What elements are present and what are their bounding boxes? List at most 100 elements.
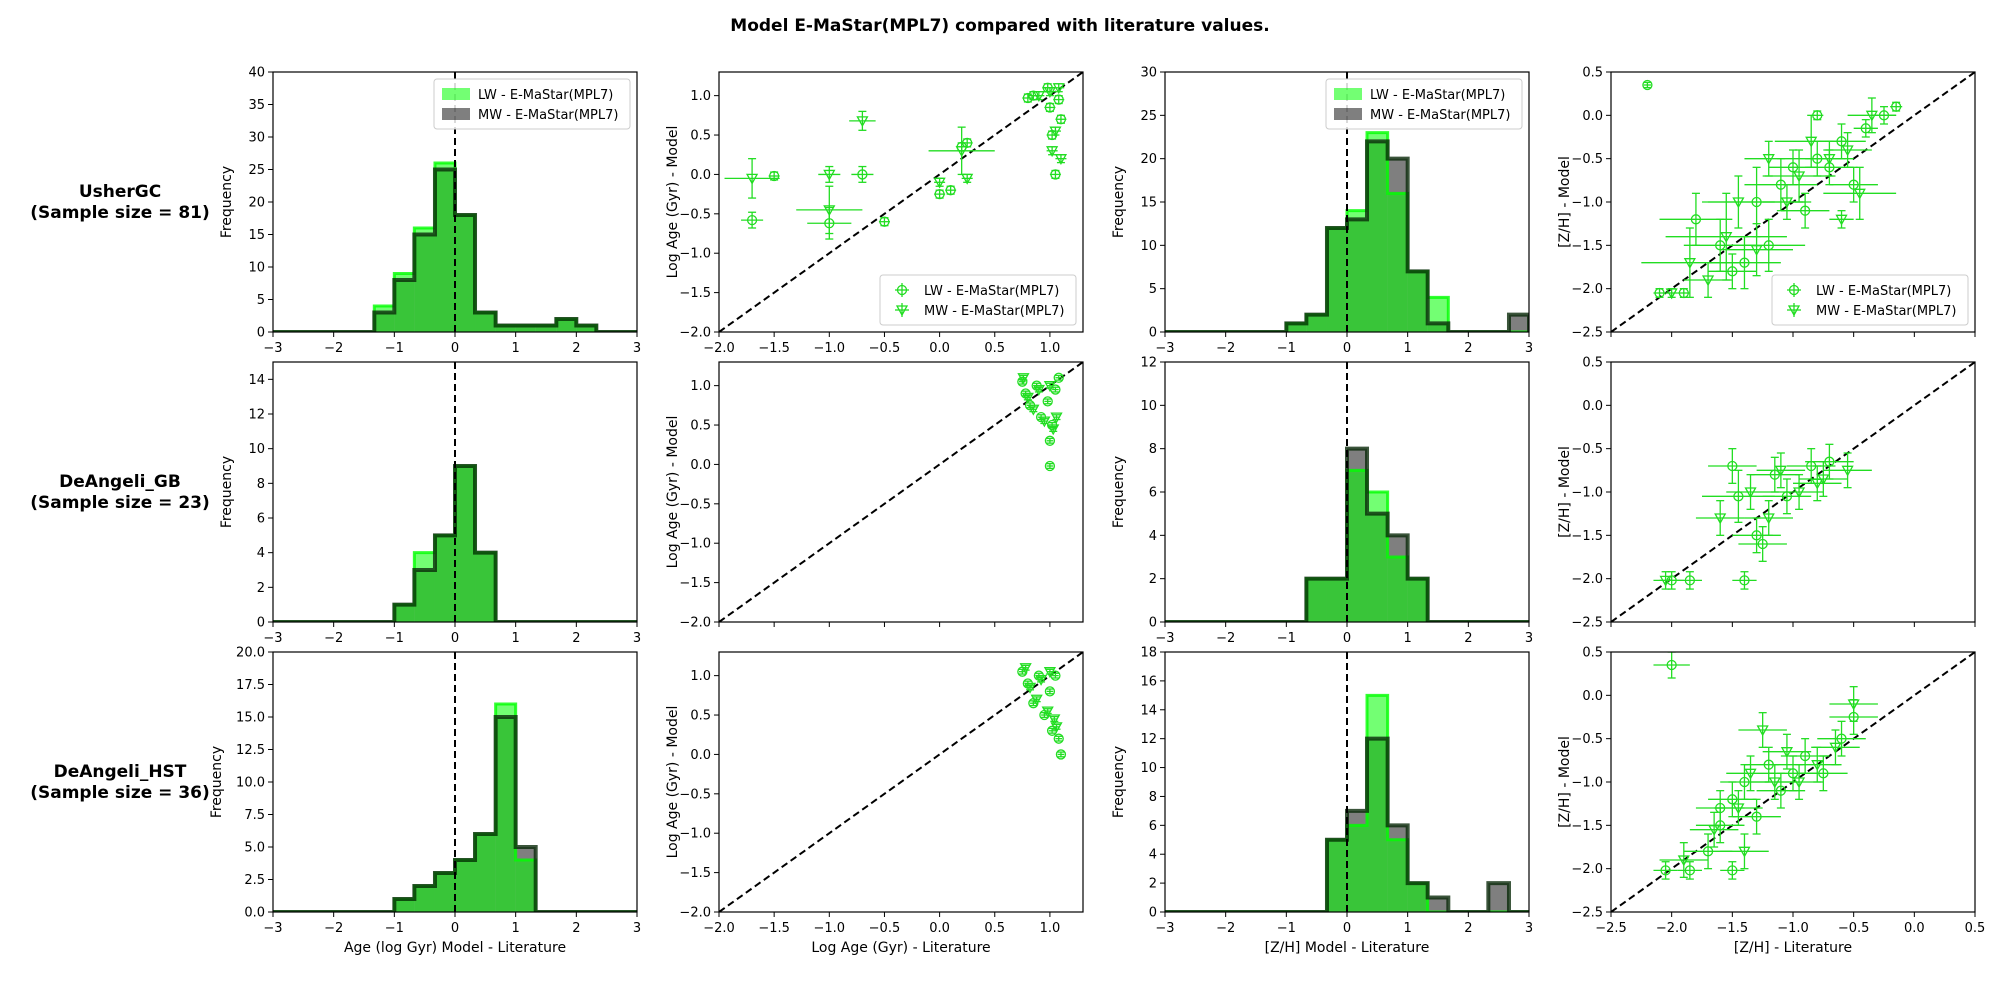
y-axis-label: Log Age (Gyr) - Model <box>665 126 681 279</box>
y-tick-label: 0.5 <box>1582 356 1603 371</box>
circle-marker <box>1044 460 1056 472</box>
y-tick-label: −2.5 <box>1571 326 1603 341</box>
circle-marker <box>1042 396 1053 407</box>
lw-point <box>851 165 874 183</box>
panel-scatter-r2c1: −2.0 −1.5 −1.0 −0.5 0.0 0.5 1.0 −2.0 −1.5 −1.0 −0.… <box>665 651 1084 956</box>
legend-lw-label: LW - E-MaStar(MPL7) <box>924 284 1059 299</box>
triangle-marker <box>1865 110 1878 122</box>
y-tick-label: −1.0 <box>1571 486 1603 501</box>
mw-outline <box>1165 139 1529 332</box>
legend: LW - E-MaStar(MPL7) MW - E-MaStar(MPL7) <box>1325 78 1523 130</box>
x-tick-label: −2 <box>324 921 343 936</box>
y-tick-label: 12 <box>1140 356 1157 371</box>
triangle-marker <box>1683 258 1696 270</box>
y-tick-label: 2 <box>1149 572 1157 587</box>
mw-outline <box>273 464 637 622</box>
x-tick-label: −1 <box>385 341 404 356</box>
triangle-marker <box>1030 694 1043 706</box>
x-tick-label: 0.5 <box>1965 921 1986 936</box>
lw-point <box>1049 169 1061 180</box>
lw-bar <box>535 325 557 332</box>
circle-marker <box>1678 287 1689 299</box>
lw-point <box>1044 686 1056 697</box>
legend-box <box>1771 274 1969 326</box>
y-tick-label: 0.0 <box>690 458 711 473</box>
y-tick-label: 1.0 <box>690 669 711 684</box>
y-tick-label: 0.0 <box>244 906 265 921</box>
circle-marker <box>1890 101 1902 112</box>
lw-bar <box>1286 323 1307 332</box>
triangle-marker <box>1041 706 1054 718</box>
lw-bar <box>475 834 496 912</box>
y-tick-label: 20.0 <box>236 646 265 661</box>
triangle-marker <box>1021 392 1034 404</box>
lw-outline <box>1165 693 1529 912</box>
triangle-marker <box>1762 154 1775 166</box>
mw-point <box>1829 686 1878 722</box>
lw-bar <box>576 325 597 332</box>
x-tick-label: 3 <box>633 341 641 356</box>
circle-marker <box>769 170 780 182</box>
x-tick-label: 0.5 <box>984 921 1005 936</box>
triangle-marker <box>1054 154 1068 166</box>
y-tick-label: 35 <box>248 98 265 113</box>
circle-marker <box>1799 205 1811 216</box>
triangle-marker <box>1756 725 1769 737</box>
circle-marker <box>1860 123 1871 134</box>
y-tick-label: 15.0 <box>236 711 265 726</box>
mw-point <box>1047 424 1060 436</box>
legend-mw-marker <box>1787 303 1801 317</box>
panel-scatter-r2c3: −2.5 −2.0 −1.5 −1.0 −0.5 0.0 0.5 −2.5 −2.0 −1.5 −1… <box>1557 646 1985 957</box>
lw-point <box>1044 460 1056 472</box>
y-tick-label: −2.0 <box>1571 282 1603 297</box>
lw-bar <box>495 704 516 912</box>
y-tick-label: −0.5 <box>1571 152 1603 167</box>
y-axis-label: Frequency <box>1111 166 1127 238</box>
x-axis-label: [Z/H] - Literature <box>1734 940 1852 956</box>
triangle-marker <box>1835 214 1848 226</box>
legend-mw-swatch <box>442 108 470 120</box>
triangle-marker <box>1823 154 1836 166</box>
triangle-marker <box>1744 768 1757 780</box>
lw-point <box>741 211 764 229</box>
y-tick-label: −1.0 <box>679 537 711 552</box>
y-tick-label: 12.5 <box>236 743 265 758</box>
x-tick-label: 0 <box>1343 341 1351 356</box>
mw-point <box>1823 166 1897 220</box>
mw-outline <box>1165 736 1529 912</box>
plot-body <box>273 362 637 622</box>
y-tick-label: 16 <box>1140 674 1157 689</box>
lw-point <box>1053 733 1064 744</box>
x-tick-label: −2 <box>1216 921 1235 936</box>
circle-marker <box>1787 162 1799 173</box>
triangle-marker <box>1050 412 1063 424</box>
x-axis-label: Log Age (Gyr) - Literature <box>811 940 990 956</box>
mw-point <box>1774 114 1848 168</box>
mw-point <box>1043 87 1057 99</box>
lw-bar <box>394 273 415 332</box>
x-tick-label: 2 <box>572 631 580 646</box>
mw-point <box>1050 722 1063 734</box>
lw-point <box>1708 253 1757 290</box>
circle-marker <box>1684 575 1696 586</box>
triangle-marker <box>1043 667 1057 679</box>
y-tick-label: 6 <box>257 512 265 527</box>
mw-point <box>1799 461 1848 497</box>
y-tick-label: 10 <box>1140 399 1157 414</box>
one-to-one-line <box>719 72 1083 332</box>
x-tick-label: 2 <box>1464 341 1472 356</box>
circle-marker <box>934 188 945 200</box>
circle-marker <box>1044 686 1056 697</box>
triangle-marker <box>1792 171 1806 183</box>
mw-point <box>1689 811 1739 848</box>
mw-point <box>1726 755 1775 792</box>
plot-frame <box>718 361 1084 623</box>
y-tick-label: 2.5 <box>244 873 265 888</box>
legend-lw-label: LW - E-MaStar(MPL7) <box>1370 88 1505 103</box>
mw-point <box>1048 714 1061 726</box>
lw-point <box>1022 92 1034 104</box>
panel-histogram-r0c2: 0 5 10 15 20 25 30 −3 −2 −1 0 1 2 3 Frequency LW - E-Ma… <box>1111 66 1533 357</box>
lw-point <box>1799 755 1848 792</box>
circle-marker <box>1739 776 1750 788</box>
lw-point <box>1890 101 1903 112</box>
